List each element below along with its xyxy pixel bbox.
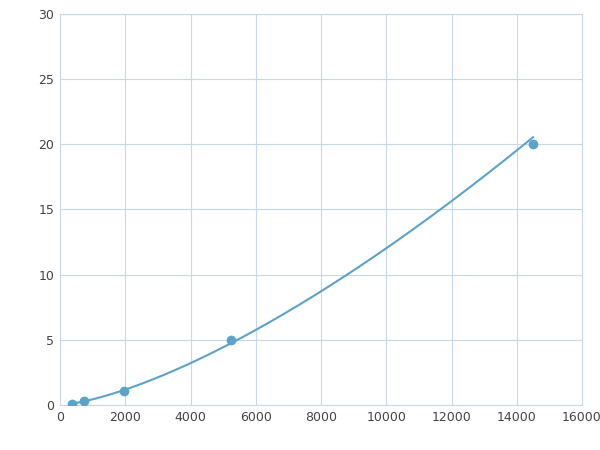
Point: [67, 400, 77, 407]
Point: [226, 336, 236, 343]
Point: [528, 140, 538, 148]
Point: [119, 387, 129, 394]
Point: [79, 397, 89, 405]
